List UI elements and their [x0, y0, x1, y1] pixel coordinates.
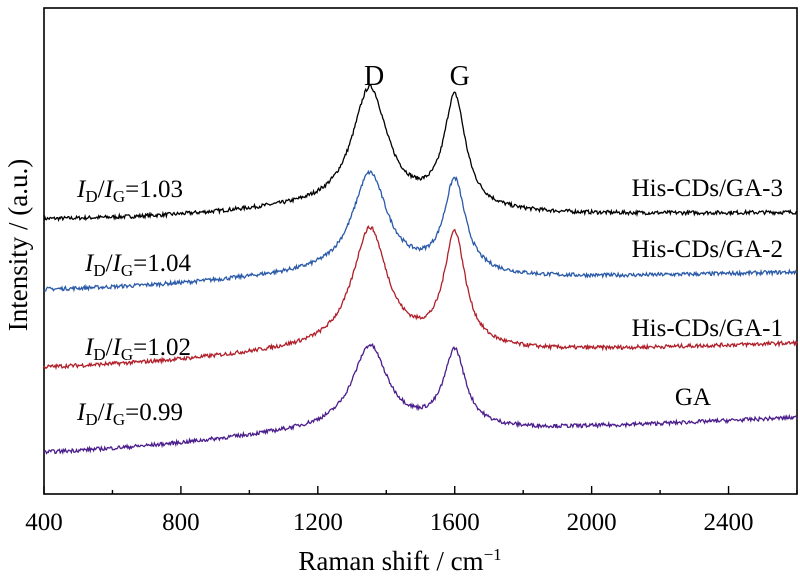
x-axis-label: Raman shift / cm−1	[298, 545, 501, 576]
plot-frame: 400 800 1200 1600 2000 2400	[25, 7, 798, 536]
y-axis-label: Intensity / (a.u.)	[3, 159, 33, 331]
x-tick-label: 800	[162, 509, 200, 536]
series-label: His-CDs/GA-1	[632, 315, 783, 342]
x-axis-label-sup: −1	[484, 545, 502, 564]
ratio-label: ID/IG=1.04	[84, 250, 192, 280]
series-line	[43, 224, 798, 371]
series-line	[43, 169, 798, 293]
x-tick-label: 400	[25, 509, 63, 536]
peak-label: D	[364, 61, 384, 92]
series-label: GA	[675, 384, 711, 411]
peak-label: G	[450, 61, 470, 92]
x-axis-label-main: Raman shift / cm	[298, 546, 483, 576]
series-line	[43, 84, 798, 223]
ratio-label: ID/IG=1.02	[84, 334, 191, 364]
label-layer: D G His-CDs/GA-3 ID/IG=1.03 His-CDs/GA-2 ID/I…	[76, 61, 783, 429]
x-tick-label: 2400	[704, 509, 754, 536]
x-tick-label: 1200	[293, 509, 343, 536]
ratio-label: ID/IG=0.99	[76, 399, 183, 429]
x-tick-label: 1600	[430, 509, 480, 536]
x-tick-label: 2000	[567, 509, 617, 536]
series-label: His-CDs/GA-3	[632, 175, 783, 202]
ratio-label: ID/IG=1.03	[76, 176, 183, 206]
plot-area-border	[43, 7, 798, 495]
series-label: His-CDs/GA-2	[632, 236, 783, 263]
series-line	[43, 342, 798, 455]
series-layer	[43, 84, 798, 455]
